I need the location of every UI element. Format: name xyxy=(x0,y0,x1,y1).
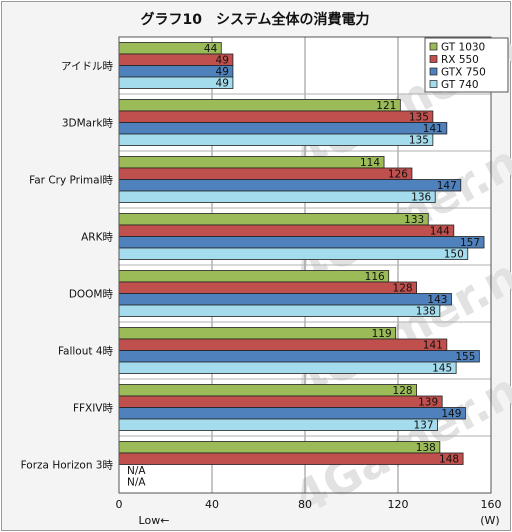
bar xyxy=(118,156,385,169)
data-label: 138 xyxy=(416,442,436,454)
category-label: ARK時 xyxy=(81,232,113,244)
category-label: Fallout 4時 xyxy=(58,346,114,358)
data-label: 49 xyxy=(216,66,229,78)
legend-swatch xyxy=(429,80,438,88)
bar xyxy=(118,110,434,123)
bar xyxy=(118,99,401,112)
data-label: 157 xyxy=(460,237,480,249)
na-label: N/A xyxy=(127,465,146,477)
data-label: 137 xyxy=(413,420,433,432)
x-tick-label: 120 xyxy=(388,498,409,511)
data-label: 114 xyxy=(360,157,380,169)
data-label: 49 xyxy=(216,55,229,67)
bar xyxy=(118,293,452,306)
na-label: N/A xyxy=(127,477,146,489)
data-label: 44 xyxy=(204,43,218,55)
bar xyxy=(118,247,469,260)
x-tick-label: 0 xyxy=(116,498,123,511)
bar xyxy=(118,213,429,226)
bar xyxy=(118,350,480,363)
data-label: 49 xyxy=(216,78,229,90)
bar xyxy=(118,179,462,192)
x-tick-label: 40 xyxy=(205,498,219,511)
data-label: 155 xyxy=(455,351,475,363)
category-label: DOOM時 xyxy=(69,289,114,301)
category-label: Far Cry Primal時 xyxy=(29,175,113,187)
legend-box xyxy=(424,37,509,93)
bar xyxy=(118,122,448,135)
plot-border xyxy=(118,36,492,494)
data-label: 126 xyxy=(388,169,408,181)
data-label: 119 xyxy=(372,328,392,340)
data-label: 128 xyxy=(393,385,413,397)
bar xyxy=(118,133,434,146)
data-label: 141 xyxy=(423,340,443,352)
legend-swatch xyxy=(429,55,438,63)
data-label: 141 xyxy=(423,123,443,135)
data-label: 147 xyxy=(437,180,457,192)
bar xyxy=(118,304,441,317)
bar xyxy=(118,236,485,249)
data-label: 135 xyxy=(409,112,429,124)
legend-label: RX 550 xyxy=(441,54,479,66)
legend-swatch xyxy=(429,67,438,76)
x-tick-label: 80 xyxy=(298,498,312,511)
bar xyxy=(118,281,418,294)
chart-title: グラフ10 システム全体の消費電力 xyxy=(140,11,369,28)
bar xyxy=(118,407,466,420)
data-label: 135 xyxy=(409,135,429,147)
x-tick-label: 160 xyxy=(481,498,502,511)
bar xyxy=(118,361,457,374)
plot-area: 4Gamer.net4Gamer.net4Gamer.net4Gamer.net… xyxy=(21,0,512,526)
bar xyxy=(118,418,438,431)
bar xyxy=(118,395,443,408)
bar xyxy=(118,441,441,454)
data-label: 143 xyxy=(427,294,447,306)
data-label: 150 xyxy=(444,249,464,261)
data-label: 144 xyxy=(430,226,450,238)
bar xyxy=(118,452,464,465)
data-label: 121 xyxy=(376,100,396,112)
legend-label: GTX 750 xyxy=(441,67,486,79)
bar xyxy=(118,384,418,397)
data-label: 133 xyxy=(404,214,424,226)
data-label: 145 xyxy=(432,363,452,375)
legend-swatch xyxy=(429,42,438,51)
legend-label: GT 740 xyxy=(441,79,479,91)
category-label: FFXIV時 xyxy=(73,403,114,415)
category-label: Forza Horizon 3時 xyxy=(21,460,114,472)
bar xyxy=(118,224,455,237)
category-label: 3DMark時 xyxy=(62,118,114,130)
data-label: 136 xyxy=(411,192,431,204)
data-label: 149 xyxy=(441,408,461,420)
data-label: 116 xyxy=(365,271,385,283)
data-label: 139 xyxy=(418,397,438,409)
bar xyxy=(118,338,448,351)
bar xyxy=(118,327,397,340)
x-label-unit: (W) xyxy=(480,514,499,527)
bar xyxy=(118,167,413,180)
data-label: 128 xyxy=(393,283,413,295)
data-label: 138 xyxy=(416,306,436,318)
x-label-low: Low← xyxy=(139,514,170,527)
category-label: アイドル時 xyxy=(61,61,113,73)
bar xyxy=(118,190,436,203)
bar xyxy=(118,270,390,283)
data-label: 148 xyxy=(439,454,459,466)
legend-label: GT 1030 xyxy=(441,42,485,54)
